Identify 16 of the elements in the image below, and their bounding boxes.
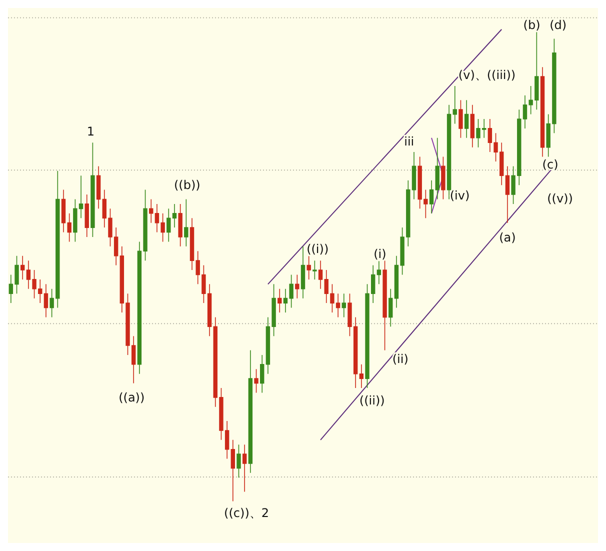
annotation: ((i)) xyxy=(306,242,329,256)
annotation: ((a)) xyxy=(118,390,145,405)
annotation: ((ii)) xyxy=(359,394,385,408)
text: ((c))、2 xyxy=(224,506,270,520)
annotation: 1 xyxy=(86,124,95,139)
annotation: (a) xyxy=(499,230,516,244)
annotation: (ii) xyxy=(392,352,408,366)
annotation: ((b)) xyxy=(174,178,200,192)
annotation: (d) xyxy=(550,18,567,32)
annotation: (c) xyxy=(542,158,558,172)
annotation: ((v)) xyxy=(547,192,573,206)
annotation: iii xyxy=(404,134,414,148)
annotation: (i) xyxy=(374,246,386,261)
annotation: (iv) xyxy=(450,188,470,203)
annotation: (v)、((iii)) xyxy=(458,68,516,82)
annotation: (b) xyxy=(523,18,540,32)
